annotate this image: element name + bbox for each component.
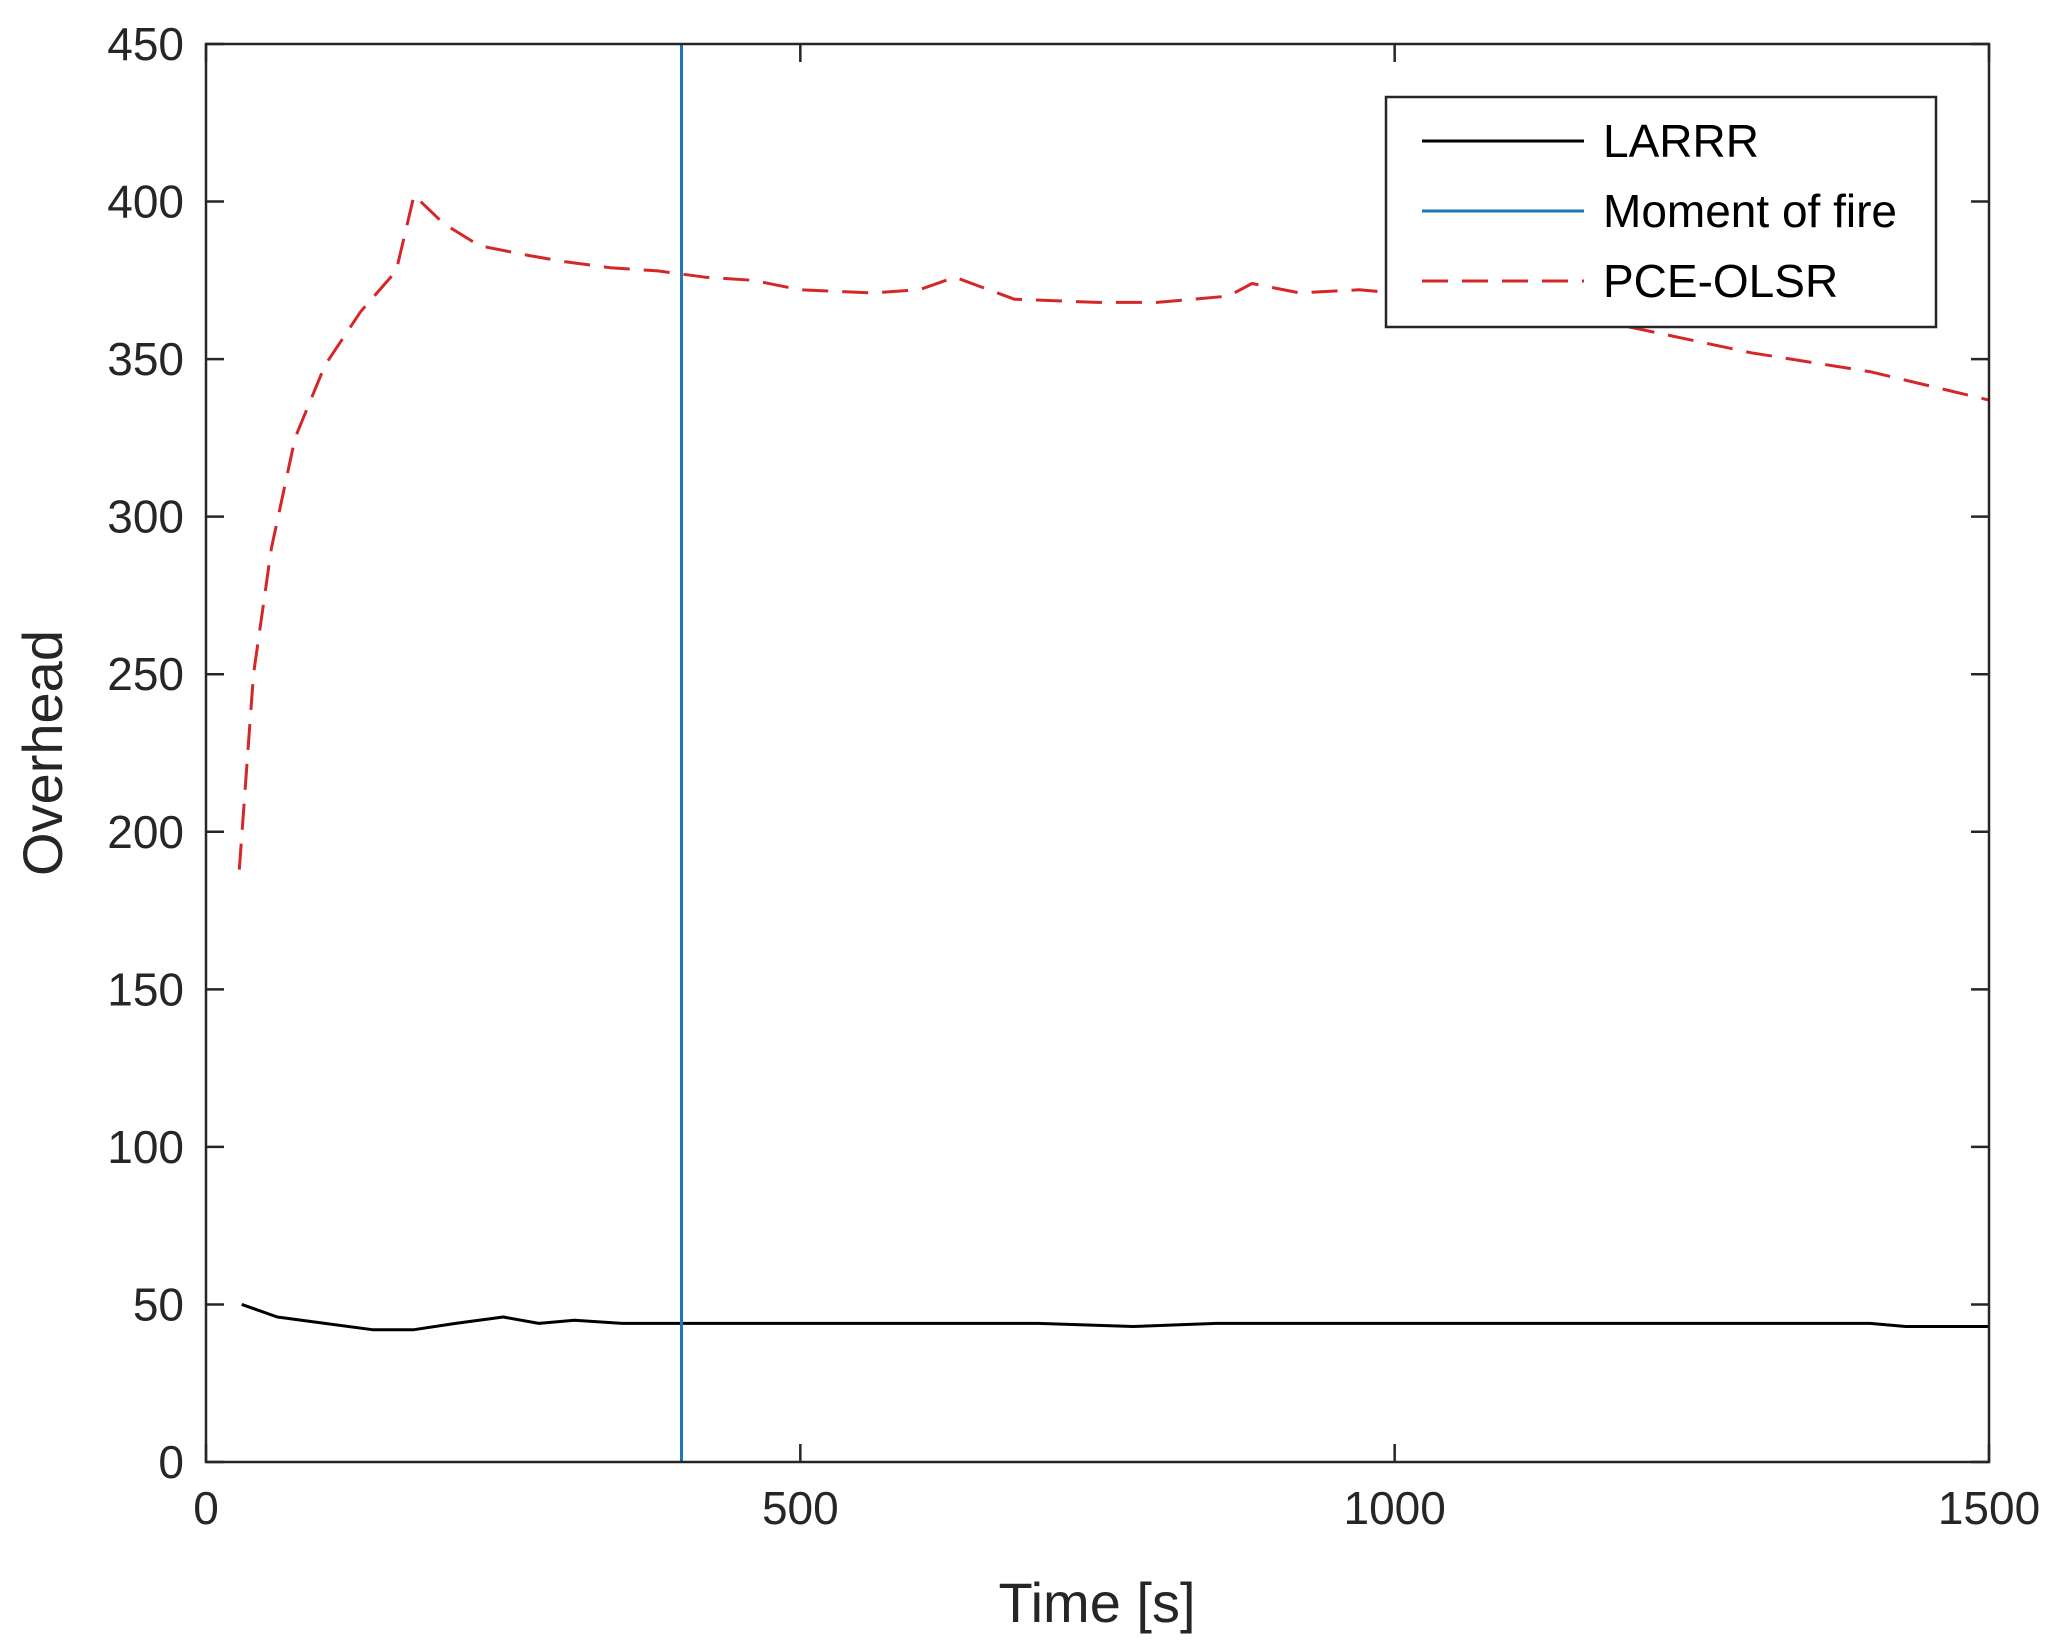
legend: LARRR Moment of fire PCE-OLSR <box>1384 95 1938 329</box>
y-tick-label: 250 <box>107 648 184 700</box>
y-tick-label: 400 <box>107 176 184 228</box>
x-tick-label: 1500 <box>1938 1482 2040 1534</box>
x-tick-label: 500 <box>762 1482 839 1534</box>
ticks-layer: 0 500 1000 1500 0 50 100 150 200 250 300 350 400 450 <box>107 18 2040 1534</box>
y-axis-title: Overhead <box>11 630 74 876</box>
axes-box <box>204 42 1991 1464</box>
legend-label-larrr: LARRR <box>1603 115 1759 167</box>
y-tick-label: 150 <box>107 963 184 1015</box>
y-tick-label: 200 <box>107 806 184 858</box>
x-tick-label: 0 <box>193 1482 219 1534</box>
y-tick-label: 350 <box>107 333 184 385</box>
y-tick-label: 450 <box>107 18 184 70</box>
x-tick-label: 1000 <box>1343 1482 1445 1534</box>
legend-label-pce-olsr: PCE-OLSR <box>1603 255 1838 307</box>
y-tick-label: 0 <box>158 1436 184 1488</box>
x-axis-title: Time [s] <box>998 1571 1195 1634</box>
legend-label-moment-of-fire: Moment of fire <box>1603 185 1897 237</box>
series-line-larrr <box>241 1302 1989 1332</box>
y-tick-label: 50 <box>133 1278 184 1330</box>
y-tick-label: 300 <box>107 491 184 543</box>
y-tick-label: 100 <box>107 1121 184 1173</box>
